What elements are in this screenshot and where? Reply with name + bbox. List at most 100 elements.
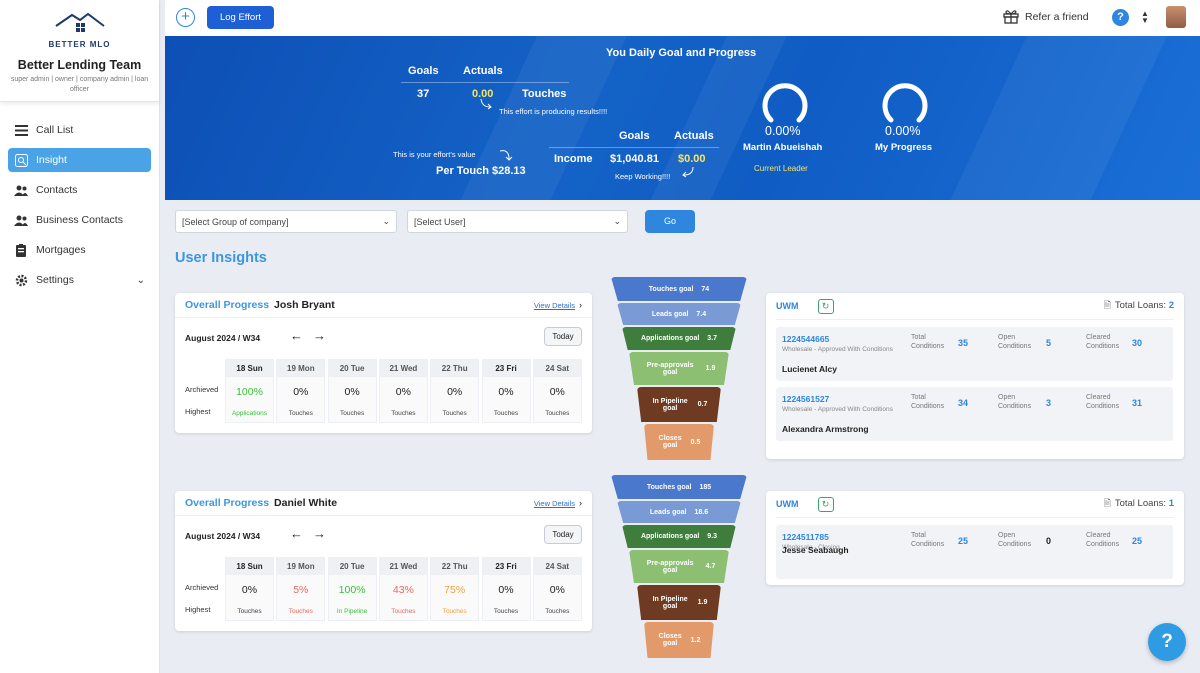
day-cell[interactable]: 24 Sat 0% Touches — [532, 557, 582, 621]
user-name: Josh Bryant — [274, 299, 335, 311]
leader-gauge — [762, 83, 808, 123]
week-label: August 2024 / W34 — [185, 333, 261, 343]
group-select[interactable]: [Select Group of company] ⌄ — [175, 210, 397, 233]
highest-label: Highest — [185, 605, 211, 614]
day-cell[interactable]: 22 Thu 75% Touches — [430, 557, 480, 621]
user-select[interactable]: [Select User] ⌄ — [407, 210, 628, 233]
sidebar-item-insight[interactable]: Insight — [8, 148, 151, 172]
funnel-value: 3.7 — [707, 335, 718, 342]
loan-row[interactable]: 1224561527 Wholesale - Approved With Cond… — [776, 387, 1173, 441]
overall-progress-label: Overall Progress — [185, 497, 270, 509]
day-cell[interactable]: 24 Sat 0% Touches — [532, 359, 582, 423]
income-actual-value: $0.00 — [678, 153, 706, 165]
overall-progress-card: Overall Progress Josh Bryant View Details ›… — [175, 293, 592, 433]
funnel-label: Closes goal — [658, 435, 682, 449]
total-loans: 🗎 Total Loans: 2 — [1104, 298, 1174, 314]
week-row: August 2024 / W34 ←→ Today — [175, 318, 592, 356]
funnel-value: 74 — [701, 285, 710, 293]
day-cell[interactable]: 19 Mon 0% Touches — [276, 359, 326, 423]
day-cell[interactable]: 21 Wed 0% Touches — [378, 359, 428, 423]
funnel-segment: Leads goal 7.4 — [617, 303, 741, 325]
chevron-down-icon[interactable]: ⌄ — [136, 274, 145, 286]
loan-row[interactable]: 1224511785 Wholesale - Closing Jesse Seaba… — [776, 525, 1173, 579]
sidebar-item-label: Call List — [36, 124, 74, 136]
loan-number[interactable]: 1224511785 — [782, 532, 829, 542]
touches-label: Touches — [522, 88, 567, 100]
my-progress-percent: 0.00% — [885, 124, 921, 138]
chat-help-button[interactable]: ? — [1148, 623, 1186, 661]
open-conditions-label: Open Conditions — [998, 394, 1032, 410]
touches-actual-value: 0.00 — [472, 88, 494, 100]
uwm-loans-card: UWM ↻ 🗎 Total Loans: 2 1224544665 Wholesale -… — [766, 293, 1184, 459]
help-icon[interactable]: ? — [1112, 9, 1129, 26]
day-value: 0% — [395, 386, 411, 398]
arrow-left-icon[interactable]: ← — [290, 526, 313, 541]
today-button[interactable]: Today — [544, 525, 582, 544]
per-touch-value: Per Touch $28.13 — [436, 165, 526, 177]
gear-icon — [14, 273, 28, 287]
arrow-right-icon[interactable]: → — [313, 328, 336, 343]
divider — [549, 147, 719, 148]
log-effort-button[interactable]: Log Effort — [207, 6, 274, 29]
day-cell[interactable]: 21 Wed 43% Touches — [378, 557, 428, 621]
total-loans-label: Total Loans: — [1114, 300, 1167, 311]
cleared-conditions-label: Cleared Conditions — [1086, 394, 1120, 410]
loan-number[interactable]: 1224544665 — [782, 334, 830, 344]
refer-a-friend-link[interactable]: Refer a friend — [1003, 9, 1089, 24]
day-value: 100% — [236, 386, 263, 398]
sidebar-item-call-list[interactable]: Call List — [8, 118, 151, 142]
sort-toggle-icon[interactable]: ▲ ▼ — [1141, 9, 1149, 25]
day-name: 20 Tue — [328, 558, 376, 575]
refresh-icon[interactable]: ↻ — [817, 496, 834, 512]
view-details-link[interactable]: View Details — [533, 498, 575, 508]
divider — [776, 517, 1174, 518]
loan-row[interactable]: 1224544665 Wholesale - Approved With Cond… — [776, 327, 1173, 381]
day-value: 0% — [293, 386, 309, 398]
touches-goal-value: 37 — [417, 88, 430, 100]
cleared-conditions-value: 31 — [1132, 398, 1143, 408]
sidebar-item-contacts[interactable]: Contacts — [8, 178, 151, 202]
funnel-value: 1.9 — [705, 365, 716, 372]
chevron-right-icon[interactable]: › — [579, 498, 582, 508]
sidebar-item-label: Settings — [36, 274, 74, 286]
arrow-left-icon[interactable]: ← — [290, 328, 313, 343]
day-cell[interactable]: 20 Tue 100% In Pipeline — [327, 557, 377, 621]
go-button[interactable]: Go — [645, 210, 695, 233]
funnel-label: Touches goal — [646, 483, 692, 491]
view-details-link[interactable]: View Details — [533, 300, 575, 310]
income-actuals-header: Actuals — [674, 130, 714, 142]
day-name: 20 Tue — [328, 360, 376, 377]
day-name: 24 Sat — [533, 558, 581, 575]
sidebar-item-business-contacts[interactable]: Business Contacts — [8, 208, 151, 232]
day-value: 0% — [498, 386, 514, 398]
day-cell[interactable]: 18 Sun 100% Applications — [225, 359, 274, 423]
sidebar: BETTER MLO Better Lending Team super adm… — [0, 0, 160, 673]
day-cell[interactable]: 22 Thu 0% Touches — [430, 359, 480, 423]
total-loans-label: Total Loans: — [1114, 498, 1167, 509]
add-button[interactable]: + — [176, 8, 195, 27]
cleared-conditions-label: Cleared Conditions — [1086, 532, 1120, 548]
arrow-right-icon[interactable]: → — [313, 526, 336, 541]
today-button[interactable]: Today — [544, 327, 582, 346]
sidebar-item-settings[interactable]: Settings ⌄ — [8, 268, 151, 292]
loan-status: Wholesale - Approved With Conditions — [782, 406, 893, 413]
avatar[interactable] — [1166, 6, 1186, 28]
user-roles: super admin | owner | company admin | lo… — [10, 76, 149, 93]
chevron-right-icon[interactable]: › — [579, 300, 582, 310]
insight-icon — [14, 153, 28, 167]
day-cell[interactable]: 20 Tue 0% Touches — [327, 359, 377, 423]
day-cell[interactable]: 23 Fri 0% Touches — [481, 359, 531, 423]
curved-arrow-icon — [499, 150, 513, 161]
day-cell[interactable]: 19 Mon 5% Touches — [276, 557, 326, 621]
loan-number[interactable]: 1224561527 — [782, 394, 830, 404]
divider — [776, 319, 1174, 320]
refresh-icon[interactable]: ↻ — [817, 298, 834, 314]
sidebar-item-mortgages[interactable]: Mortgages — [8, 238, 151, 262]
total-conditions-value: 34 — [958, 398, 969, 408]
uwm-header: UWM ↻ 🗎 Total Loans: 1 — [766, 491, 1184, 517]
day-cell[interactable]: 18 Sun 0% Touches — [225, 557, 274, 621]
day-cell[interactable]: 23 Fri 0% Touches — [481, 557, 531, 621]
sidebar-item-label: Business Contacts — [36, 214, 123, 226]
funnel-label: In Pipeline goal — [652, 397, 688, 412]
day-highest: Touches — [545, 608, 570, 615]
